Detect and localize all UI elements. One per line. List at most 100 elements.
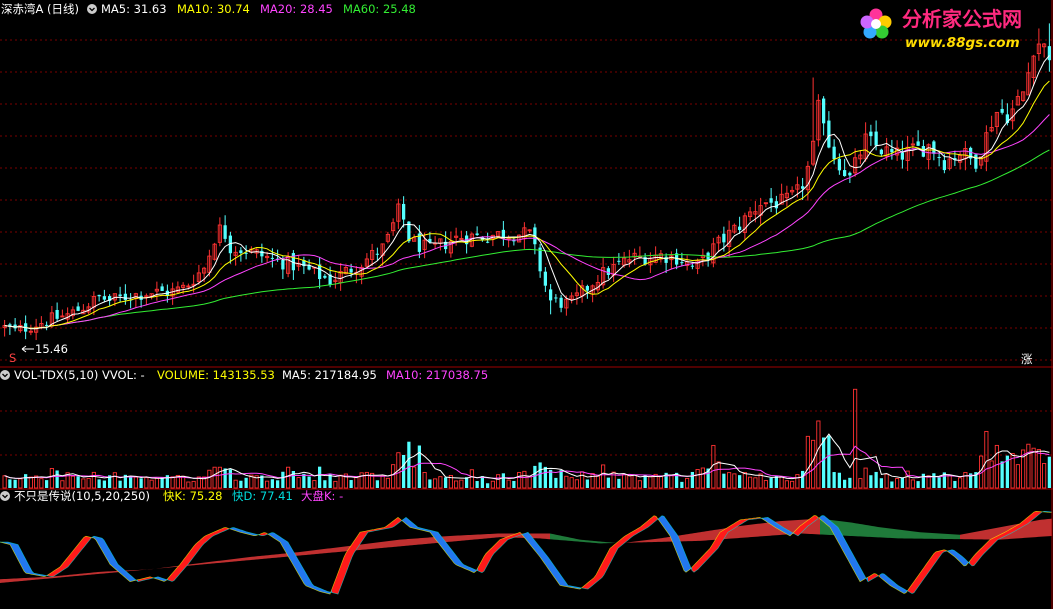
oscillator-segment	[964, 557, 966, 566]
band-segment	[552, 533, 554, 540]
oscillator-segment	[834, 523, 836, 539]
volume-bar	[323, 480, 327, 488]
indicator-panel[interactable]	[0, 510, 1053, 595]
volume-panel[interactable]	[2, 388, 1052, 489]
band-segment	[604, 541, 606, 544]
oscillator-segment	[508, 535, 510, 540]
oscillator-segment	[310, 580, 312, 589]
candle-body	[270, 257, 275, 259]
volume-bar	[758, 473, 763, 489]
candle-body	[454, 235, 459, 238]
indicator-options-icon[interactable]	[0, 491, 10, 501]
volume-bar	[81, 478, 86, 489]
oscillator-segment	[100, 537, 102, 551]
band-segment	[642, 540, 644, 543]
volume-bar	[485, 483, 490, 488]
band-segment	[298, 552, 300, 556]
volume-bar	[13, 479, 17, 488]
candle-body	[585, 286, 590, 291]
volume-bar	[653, 473, 658, 489]
candle-body	[391, 222, 396, 232]
volume-bar	[648, 476, 653, 489]
band-segment	[574, 538, 576, 542]
band-segment	[870, 525, 872, 538]
oscillator-segment	[542, 549, 544, 563]
candle-body	[1031, 55, 1036, 79]
band-segment	[578, 539, 580, 542]
band-segment	[80, 573, 82, 576]
volume-bar	[196, 476, 201, 489]
oscillator-segment	[788, 530, 790, 536]
candle-body	[869, 131, 873, 137]
band-segment	[242, 557, 244, 561]
candle-body	[832, 146, 836, 160]
band-segment	[708, 530, 710, 541]
oscillator-segment	[492, 545, 494, 557]
candle-body	[627, 259, 632, 263]
oscillator-segment	[188, 551, 190, 565]
oscillator-segment	[528, 532, 530, 545]
price-options-icon[interactable]	[87, 4, 97, 14]
band-segment	[468, 534, 470, 541]
oscillator-segment	[962, 556, 964, 566]
oscillator-segment	[284, 539, 286, 553]
candle-body	[34, 326, 39, 333]
oscillator-segment	[720, 530, 722, 546]
volume-bar	[149, 479, 154, 489]
volume-bar	[501, 473, 506, 488]
oscillator-segment	[194, 543, 196, 557]
candle-body	[984, 132, 989, 162]
candle-body	[774, 201, 779, 209]
oscillator-segment	[920, 570, 922, 585]
oscillator-segment	[112, 554, 114, 568]
oscillator-segment	[860, 567, 862, 582]
price-panel[interactable]	[2, 23, 1052, 341]
band-segment	[498, 533, 500, 538]
oscillator-segment	[316, 586, 318, 591]
candle-body	[1021, 91, 1026, 101]
oscillator-segment	[176, 566, 178, 579]
volume-bar	[249, 474, 254, 489]
candle-body	[916, 141, 920, 146]
volume-bar	[968, 473, 973, 488]
oscillator-segment	[12, 543, 14, 553]
oscillator-segment	[846, 541, 848, 560]
volume-bar	[228, 469, 233, 488]
oscillator-segment	[470, 567, 472, 572]
band-segment	[814, 518, 816, 535]
volume-options-icon[interactable]	[0, 370, 10, 380]
band-segment	[976, 531, 978, 540]
band-segment	[66, 574, 68, 577]
volume-bar	[443, 477, 448, 488]
oscillator-segment	[854, 556, 856, 575]
oscillator-segment	[826, 517, 828, 526]
band-segment	[266, 555, 268, 559]
band-segment	[262, 555, 264, 559]
band-segment	[988, 529, 990, 540]
band-segment	[304, 551, 306, 556]
band-segment	[476, 534, 478, 540]
legend-item: 快D: 77.41	[232, 489, 293, 503]
volume-bar	[585, 479, 590, 488]
candle-body	[937, 156, 941, 158]
band-segment	[562, 535, 564, 541]
band-segment	[430, 537, 432, 544]
band-segment	[546, 533, 548, 540]
volume-bar	[375, 480, 380, 488]
volume-bar	[1000, 461, 1004, 488]
candle-body	[307, 265, 311, 270]
volume-bar	[475, 481, 479, 488]
band-segment	[188, 564, 190, 566]
volume-bar	[464, 477, 469, 488]
oscillator-segment	[804, 521, 806, 530]
volume-bar	[338, 474, 343, 489]
candle-body	[601, 267, 606, 286]
band-segment	[506, 533, 508, 538]
oscillator-segment	[120, 566, 122, 575]
candle-body	[974, 154, 978, 169]
volume-bar	[1042, 463, 1047, 489]
band-segment	[166, 567, 168, 568]
volume-bar	[827, 435, 831, 488]
band-segment	[264, 555, 266, 559]
